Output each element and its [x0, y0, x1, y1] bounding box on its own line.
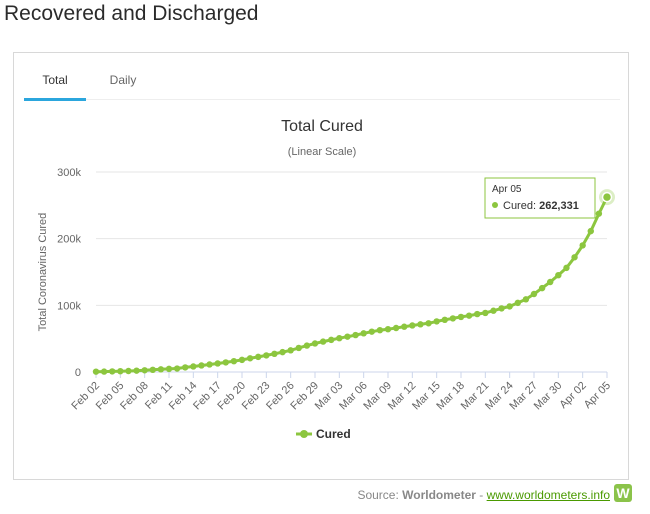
- x-tick-label: Mar 30: [532, 380, 565, 413]
- tab-daily[interactable]: Daily: [98, 61, 148, 99]
- data-point: [457, 313, 465, 321]
- source-separator: -: [475, 488, 487, 502]
- data-point: [117, 368, 124, 375]
- data-point: [474, 310, 481, 318]
- y-tick-label: 100k: [57, 300, 81, 312]
- data-point: [295, 344, 302, 352]
- data-point: [490, 307, 497, 314]
- data-point: [125, 367, 132, 375]
- data-point: [392, 324, 400, 332]
- data-point: [173, 365, 181, 372]
- data-point: [579, 242, 586, 249]
- tab-total[interactable]: Total: [24, 61, 86, 101]
- y-axis-label: Total Coronavirus Cured: [37, 213, 49, 332]
- data-point: [376, 327, 384, 334]
- data-point: [149, 366, 156, 373]
- data-point: [279, 348, 286, 356]
- data-point: [368, 328, 375, 335]
- total-cured-chart: Total Cured (Linear Scale) 0 100k 200k 300k To…: [37, 118, 615, 441]
- chart-tabs: Total Daily: [24, 61, 620, 101]
- y-tick-label: 0: [75, 367, 81, 379]
- tab-active-indicator: [24, 98, 86, 101]
- chart-title: Total Cured: [281, 118, 363, 135]
- data-point: [165, 365, 173, 373]
- series-line-cured: [95, 196, 609, 374]
- worldometer-logo-icon: W: [614, 484, 632, 502]
- data-point: [360, 330, 367, 337]
- data-point: [287, 347, 294, 354]
- data-point: [319, 338, 327, 345]
- data-point: [571, 254, 578, 261]
- data-point: [449, 315, 457, 322]
- legend-marker: [300, 430, 308, 438]
- tooltip-box: [484, 177, 596, 219]
- data-point: [555, 272, 562, 279]
- data-point: [530, 290, 538, 298]
- data-point: [401, 323, 408, 330]
- data-point: [263, 352, 270, 359]
- tooltip-text: Cured: 262,331: [503, 200, 579, 212]
- data-point: [141, 367, 148, 374]
- data-point: [206, 361, 213, 368]
- y-tick-label: 300k: [57, 167, 81, 179]
- data-point: [214, 360, 221, 367]
- data-point: [246, 355, 254, 362]
- data-point: [336, 335, 343, 342]
- page-title: Recovered and Discharged: [4, 2, 259, 25]
- tooltip-series-name: Cured:: [503, 200, 539, 212]
- data-point: [498, 305, 505, 312]
- tooltip-series-dot: [492, 202, 498, 208]
- chart-panel: Total Daily: [13, 52, 629, 480]
- data-point: [409, 322, 416, 329]
- data-point: [303, 342, 311, 349]
- hover-point: [601, 191, 613, 203]
- data-point: [465, 312, 473, 319]
- data-point: [482, 309, 489, 317]
- data-point: [238, 356, 246, 364]
- data-point: [222, 359, 229, 366]
- x-tick-label: Apr 02: [557, 380, 588, 411]
- data-point: [433, 318, 440, 325]
- legend-label-cured[interactable]: Cured: [316, 427, 351, 441]
- data-point: [384, 326, 392, 333]
- y-tick-label: 200k: [57, 234, 81, 246]
- data-point: [563, 264, 570, 272]
- data-point: [182, 364, 189, 371]
- data-point: [547, 278, 554, 286]
- data-point: [271, 350, 278, 357]
- data-point: [352, 331, 359, 339]
- data-point: [190, 363, 197, 370]
- tab-daily-label: Daily: [109, 73, 137, 87]
- tooltip-date: Apr 05: [492, 184, 522, 195]
- source-link[interactable]: www.worldometers.info: [486, 488, 610, 502]
- data-point: [255, 353, 262, 361]
- data-point: [587, 227, 594, 235]
- data-point: [595, 210, 603, 217]
- data-point: [328, 336, 335, 344]
- data-point: [157, 366, 165, 373]
- data-point: [344, 333, 351, 340]
- source-prefix: Source:: [357, 488, 403, 502]
- source-line: Source: Worldometer - www.worldometers.i…: [357, 488, 610, 502]
- data-point: [92, 368, 100, 375]
- data-point: [514, 299, 521, 307]
- data-point: [538, 284, 546, 292]
- data-point: [198, 362, 205, 369]
- tooltip-value: 262,331: [539, 200, 579, 212]
- data-point: [133, 367, 140, 374]
- data-point: [230, 358, 238, 365]
- chart-subtitle: (Linear Scale): [288, 146, 356, 158]
- data-point: [522, 296, 530, 303]
- x-tick-label: Apr 05: [582, 380, 613, 411]
- data-point: [100, 368, 108, 375]
- data-point: [506, 303, 513, 310]
- data-point: [109, 368, 116, 375]
- data-point: [425, 320, 432, 327]
- tab-total-label: Total: [42, 73, 68, 87]
- source-name: Worldometer: [402, 488, 476, 502]
- data-point: [417, 321, 424, 328]
- data-point: [441, 316, 448, 323]
- data-point: [311, 340, 319, 347]
